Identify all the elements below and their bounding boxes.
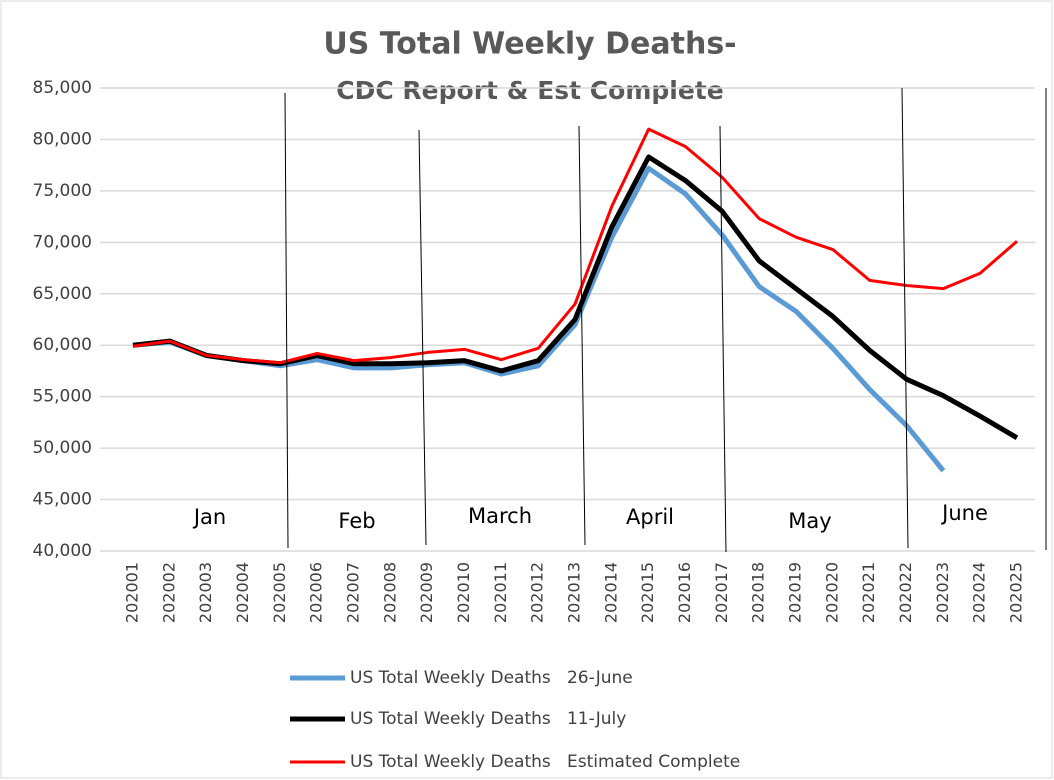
x-tick-label: 202011 <box>491 562 510 623</box>
y-tick-label: 65,000 <box>33 284 92 304</box>
x-tick-label: 202018 <box>749 562 768 623</box>
x-tick-label: 202021 <box>859 562 878 623</box>
x-tick-label: 202014 <box>601 562 620 623</box>
chart-subtitle: CDC Report & Est Complete <box>336 76 723 105</box>
y-tick-label: 80,000 <box>33 129 92 149</box>
x-tick-label: 202003 <box>196 562 215 623</box>
month-label: Feb <box>338 509 375 533</box>
x-tick-label: 202009 <box>417 562 436 623</box>
x-tick-label: 202017 <box>712 562 731 623</box>
x-tick-label: 202012 <box>528 562 547 623</box>
x-tick-label: 202005 <box>270 562 289 623</box>
x-tick-label: 202013 <box>565 562 584 623</box>
divider <box>901 87 909 549</box>
x-tick-label: 202019 <box>786 562 805 623</box>
y-tick-label: 50,000 <box>33 438 92 458</box>
x-tick-label: 202024 <box>970 562 989 623</box>
x-tick-label: 202022 <box>896 562 915 623</box>
month-label: June <box>940 501 988 525</box>
month-label: March <box>468 504 532 528</box>
series-line <box>132 127 1018 365</box>
divider <box>418 129 427 546</box>
month-label: May <box>788 509 831 533</box>
x-tick-label: 202007 <box>344 562 363 623</box>
y-tick-label: 75,000 <box>33 181 92 201</box>
x-tick-label: 202008 <box>380 562 399 623</box>
x-tick-label: 202020 <box>822 562 841 623</box>
x-tick-label: 202004 <box>233 562 252 623</box>
x-tick-label: 202025 <box>1007 562 1026 623</box>
x-tick-label: 202001 <box>123 562 142 623</box>
legend-label: US Total Weekly Deaths 26-June <box>350 668 633 688</box>
divider <box>719 125 727 553</box>
month-dividers <box>284 87 1047 553</box>
x-tick-label: 202002 <box>159 562 178 623</box>
y-tick-label: 70,000 <box>33 232 92 252</box>
x-tick-label: 202015 <box>638 562 657 623</box>
plot <box>100 87 1035 552</box>
x-tick-label: 202010 <box>454 562 473 623</box>
month-label: April <box>626 505 674 529</box>
divider <box>284 92 289 549</box>
x-tick-label: 202006 <box>307 562 326 623</box>
y-tick-label: 45,000 <box>33 490 92 510</box>
legend-label: US Total Weekly Deaths Estimated Complet… <box>350 752 740 772</box>
chart-title: US Total Weekly Deaths- <box>323 27 736 62</box>
legend-label: US Total Weekly Deaths 11-July <box>350 709 626 729</box>
y-tick-label: 55,000 <box>33 387 92 407</box>
x-tick-label: 202023 <box>933 562 952 623</box>
month-label: Jan <box>192 505 226 529</box>
y-tick-label: 85,000 <box>33 78 92 98</box>
y-tick-label: 60,000 <box>33 335 92 355</box>
x-tick-label: 202016 <box>675 562 694 623</box>
divider <box>578 125 586 546</box>
y-tick-label: 40,000 <box>33 541 92 561</box>
